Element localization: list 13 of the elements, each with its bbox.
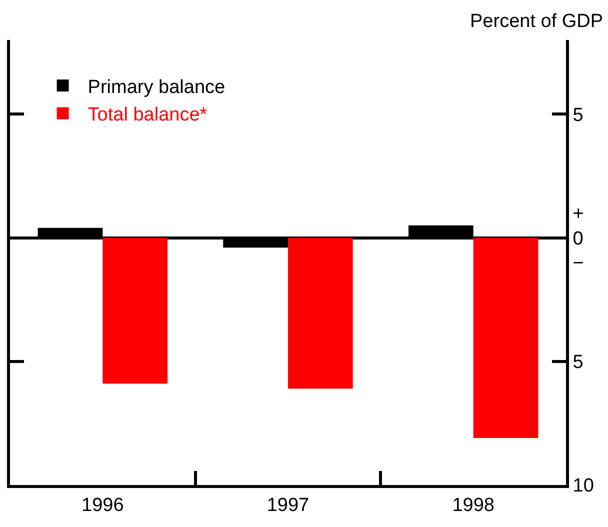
bar: [473, 238, 538, 438]
x-tick-label: 1996: [82, 494, 124, 516]
y-tick-label: 5: [572, 352, 584, 374]
y-axis-title: Percent of GDP: [470, 11, 604, 32]
x-tick-label: 1998: [452, 494, 494, 516]
legend-label: Total balance*: [88, 104, 208, 126]
y-tick-label: 10: [572, 476, 594, 497]
bar: [288, 238, 353, 389]
y-tick-label: + 0 −: [572, 204, 584, 274]
legend-label: Primary balance: [88, 76, 226, 98]
x-tick-label: 1997: [266, 494, 310, 516]
bar: [102, 238, 168, 384]
y-tick-label: 5: [572, 104, 584, 126]
